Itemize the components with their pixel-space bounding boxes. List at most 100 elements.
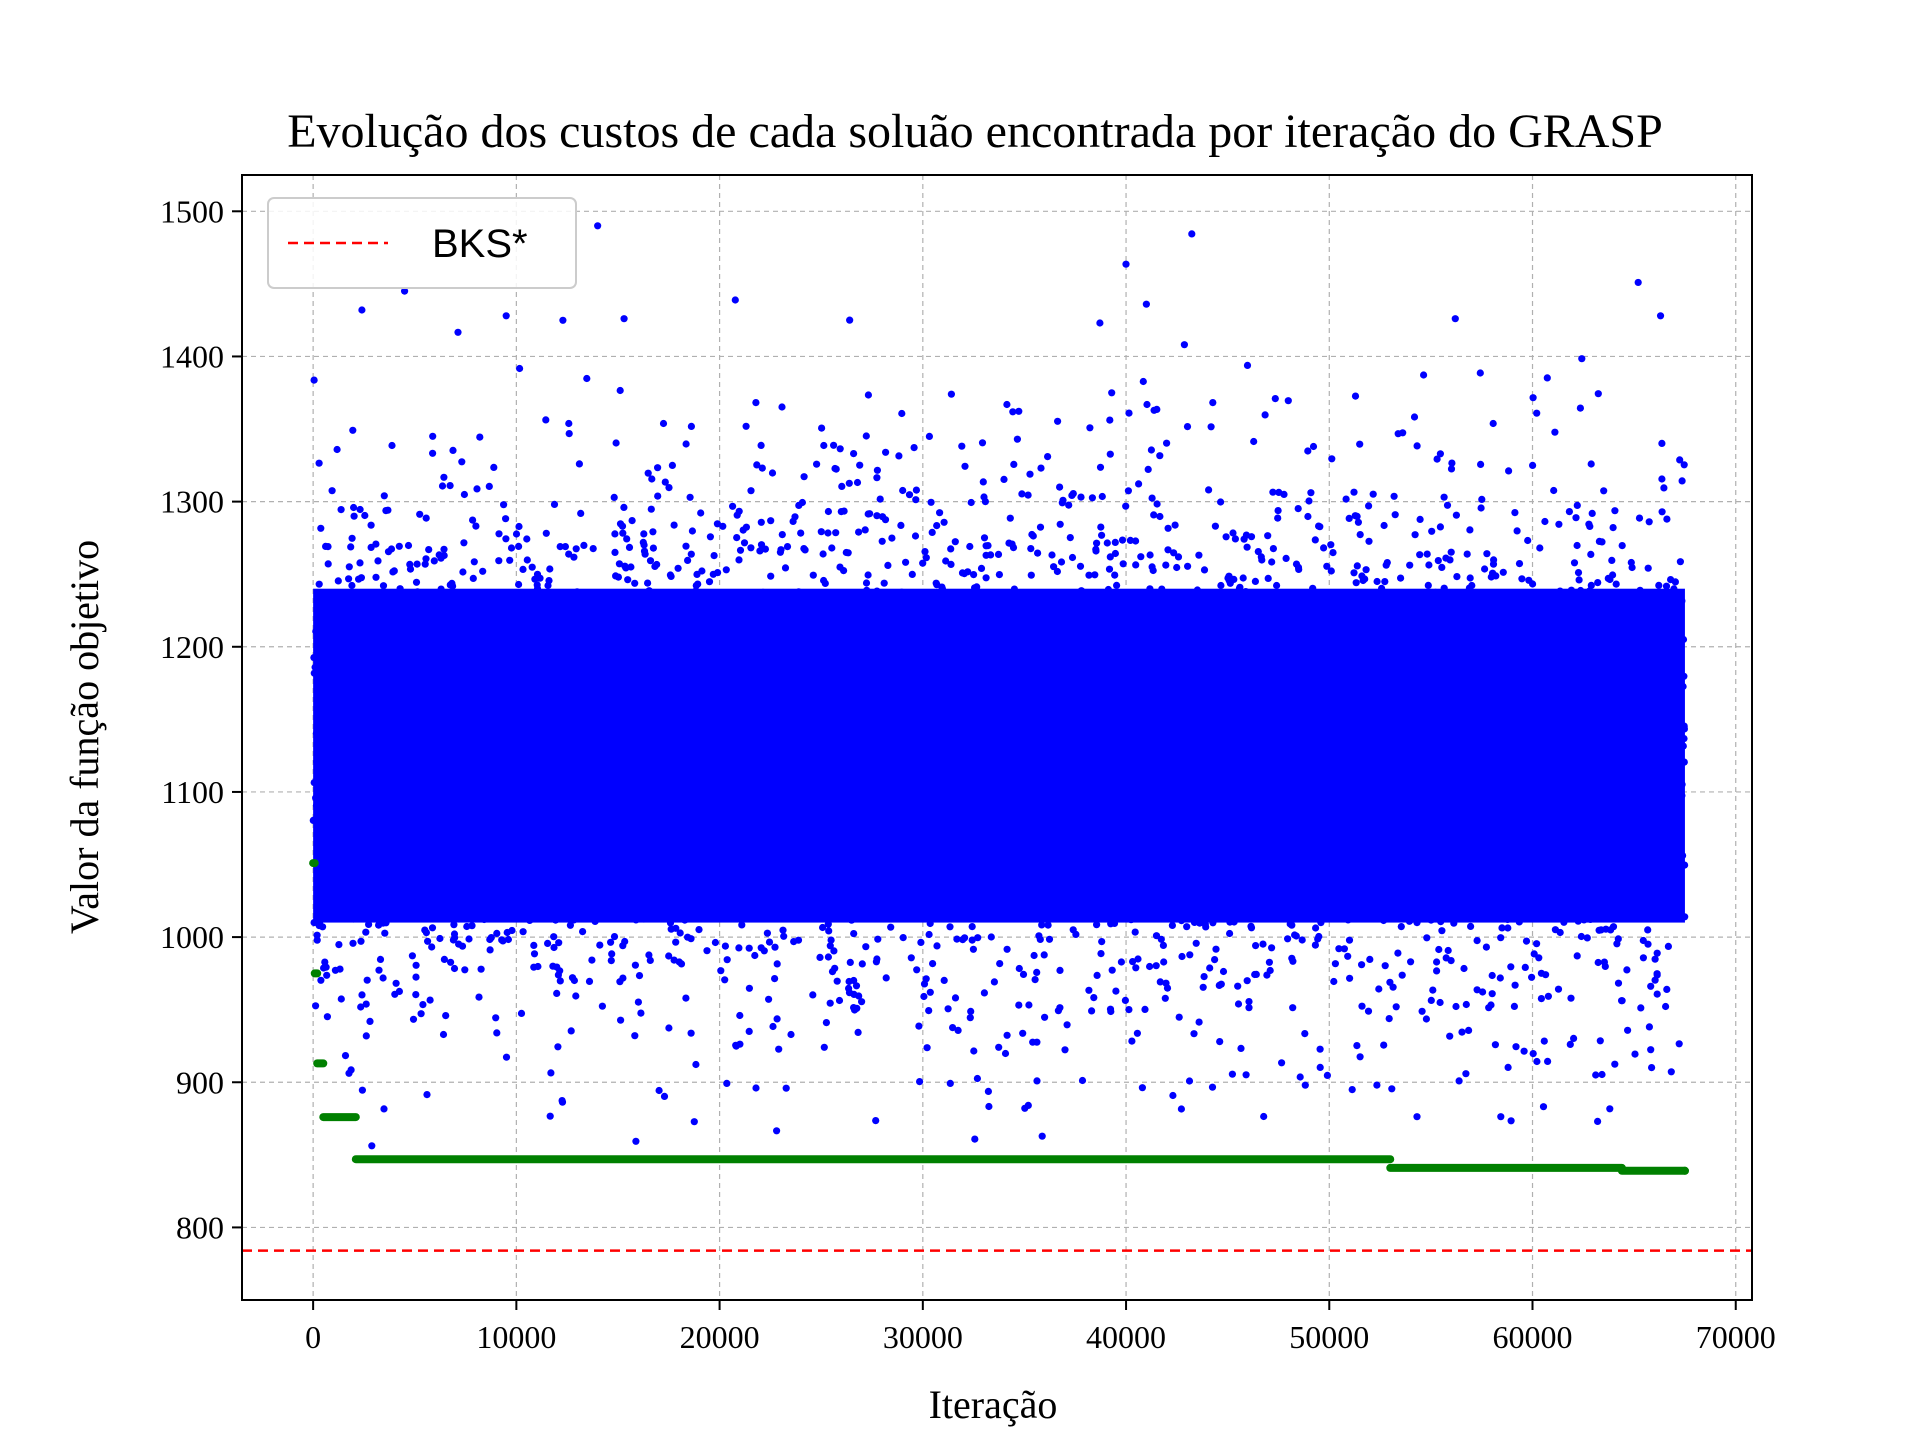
scatter-point	[1365, 537, 1373, 545]
scatter-point	[1476, 369, 1484, 377]
scatter-point	[915, 702, 923, 710]
scatter-point	[843, 723, 851, 732]
scatter-point	[356, 636, 365, 644]
scatter-point	[1318, 619, 1326, 628]
scatter-point	[1045, 673, 1053, 681]
scatter-point	[1267, 870, 1275, 878]
scatter-point	[639, 538, 647, 547]
scatter-point	[484, 669, 492, 677]
scatter-point	[832, 529, 840, 537]
scatter-point	[711, 867, 719, 875]
scatter-point	[848, 916, 856, 924]
scatter-point	[917, 938, 925, 947]
scatter-point	[934, 731, 943, 739]
scatter-point	[1464, 904, 1472, 912]
scatter-point	[1034, 801, 1042, 809]
scatter-point	[1608, 618, 1616, 627]
scatter-point	[892, 762, 901, 770]
scatter-point	[488, 631, 496, 639]
scatter-point	[1271, 778, 1279, 786]
scatter-point	[417, 1010, 425, 1018]
scatter-point	[1227, 795, 1235, 804]
scatter-point	[475, 655, 483, 663]
scatter-point	[562, 886, 570, 894]
scatter-point	[1395, 790, 1403, 798]
scatter-point	[1140, 639, 1148, 648]
scatter-point	[609, 768, 617, 776]
scatter-point	[1126, 536, 1134, 545]
scatter-point	[961, 659, 969, 667]
scatter-point	[747, 487, 755, 495]
scatter-point	[858, 881, 866, 889]
scatter-point	[335, 689, 343, 697]
scatter-point	[1371, 800, 1379, 808]
scatter-point	[323, 604, 331, 612]
scatter-point	[463, 922, 471, 931]
scatter-point	[927, 756, 936, 764]
scatter-point	[1681, 861, 1689, 869]
scatter-point	[471, 815, 479, 823]
scatter-point	[1045, 845, 1053, 854]
scatter-point	[1111, 652, 1119, 660]
scatter-point	[807, 781, 815, 789]
scatter-point	[1280, 490, 1288, 498]
scatter-point	[485, 786, 493, 794]
scatter-point	[513, 859, 521, 867]
scatter-point	[1422, 712, 1430, 720]
scatter-point	[1462, 764, 1471, 772]
scatter-point	[614, 906, 622, 914]
scatter-point	[1658, 508, 1666, 516]
scatter-point	[1459, 854, 1467, 862]
scatter-point	[1628, 563, 1636, 572]
scatter-point	[916, 728, 924, 736]
scatter-point	[1392, 1003, 1400, 1011]
scatter-point	[607, 938, 615, 946]
scatter-point	[1423, 901, 1431, 909]
scatter-point	[687, 550, 695, 558]
scatter-point	[1323, 562, 1331, 570]
scatter-point	[1641, 873, 1650, 881]
scatter-point	[1592, 689, 1600, 697]
scatter-point	[667, 839, 675, 847]
scatter-point	[828, 766, 836, 775]
scatter-point	[1598, 1070, 1606, 1079]
scatter-point	[1131, 928, 1139, 936]
scatter-point	[906, 654, 914, 663]
scatter-point	[1351, 392, 1360, 400]
scatter-point	[1335, 945, 1343, 953]
scatter-point	[1311, 536, 1319, 544]
scatter-point	[1234, 773, 1242, 781]
scatter-point	[1537, 995, 1545, 1003]
scatter-point	[1248, 592, 1256, 601]
scatter-point	[406, 674, 414, 682]
scatter-point	[616, 656, 624, 664]
scatter-point	[1115, 897, 1123, 905]
scatter-point	[1597, 784, 1605, 792]
scatter-point	[1222, 533, 1230, 541]
scatter-point	[864, 806, 872, 814]
scatter-point	[317, 976, 325, 984]
scatter-point	[1117, 861, 1126, 869]
scatter-point	[825, 865, 834, 873]
scatter-point	[832, 465, 840, 473]
scatter-point	[1420, 371, 1428, 379]
scatter-point	[979, 756, 987, 765]
scatter-point	[1561, 645, 1569, 653]
scatter-point	[1650, 829, 1658, 837]
scatter-point	[756, 699, 764, 708]
scatter-point	[1493, 674, 1501, 682]
scatter-point	[995, 1043, 1003, 1051]
scatter-point	[1446, 1032, 1454, 1040]
scatter-point	[966, 542, 974, 551]
scatter-point	[1389, 983, 1397, 991]
scatter-point	[836, 769, 845, 777]
scatter-point	[352, 748, 360, 756]
scatter-point	[1544, 742, 1552, 750]
scatter-point	[577, 509, 585, 517]
scatter-point	[1631, 733, 1639, 741]
scatter-point	[971, 1135, 979, 1143]
scatter-point	[349, 617, 357, 625]
scatter-point	[909, 901, 917, 909]
scatter-point	[610, 798, 618, 806]
scatter-point	[391, 990, 399, 998]
